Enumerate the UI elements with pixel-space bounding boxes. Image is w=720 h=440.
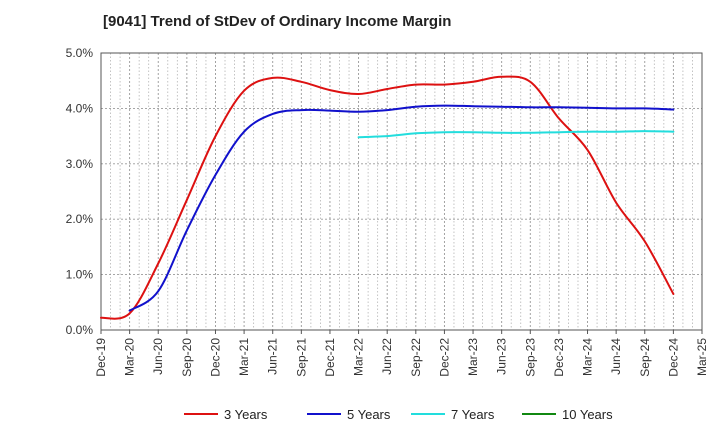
x-tick-label: Mar-22	[352, 338, 366, 376]
x-tick-label: Sep-23	[523, 338, 537, 377]
y-tick-label: 5.0%	[66, 46, 94, 60]
series-line-7-years	[357, 130, 675, 139]
x-tick-label: Mar-21	[237, 338, 251, 376]
x-tick-label: Sep-22	[409, 338, 423, 377]
legend-label-3-years: 3 Years	[224, 407, 268, 422]
x-tick-label: Jun-22	[380, 338, 394, 375]
x-tick-label: Dec-23	[552, 338, 566, 377]
x-tick-label: Jun-23	[495, 338, 509, 375]
x-tick-label: Sep-21	[294, 338, 308, 377]
x-tick-label: Mar-24	[581, 338, 595, 376]
x-tick-label: Mar-23	[466, 338, 480, 376]
y-tick-label: 3.0%	[66, 157, 94, 171]
series-line-5-years	[128, 104, 675, 312]
plot-frame	[100, 52, 703, 331]
y-tick-label: 2.0%	[66, 212, 94, 226]
legend-label-5-years: 5 Years	[347, 407, 391, 422]
x-tick-label: Jun-21	[266, 338, 280, 375]
x-tick-label: Dec-20	[208, 338, 222, 377]
x-tick-label: Dec-22	[437, 338, 451, 377]
x-tick-label: Jun-24	[609, 338, 623, 375]
x-tick-label: Dec-24	[666, 338, 680, 377]
series-line-3-years	[100, 75, 675, 320]
x-tick-label: Jun-20	[151, 338, 165, 375]
legend: 3 Years 5 Years 7 Years 10 Years	[184, 407, 613, 422]
x-tick-label: Sep-24	[638, 338, 652, 377]
series-layer	[100, 75, 675, 320]
y-tick-label: 0.0%	[66, 323, 94, 337]
x-tick-label: Dec-19	[94, 338, 108, 377]
grid-layer	[100, 52, 703, 331]
legend-label-10-years: 10 Years	[562, 407, 613, 422]
chart-title: [9041] Trend of StDev of Ordinary Income…	[103, 13, 452, 30]
x-tick-label: Mar-25	[695, 338, 709, 376]
legend-label-7-years: 7 Years	[451, 407, 495, 422]
x-tick-label: Sep-20	[180, 338, 194, 377]
axis-layer: 0.0% 1.0% 2.0% 3.0% 4.0% 5.0% Dec-19 Mar-20 Jun-…	[66, 46, 709, 377]
x-tick-label: Dec-21	[323, 338, 337, 377]
y-tick-label: 4.0%	[66, 101, 94, 115]
y-tick-label: 1.0%	[66, 268, 94, 282]
x-tick-label: Mar-20	[123, 338, 137, 376]
